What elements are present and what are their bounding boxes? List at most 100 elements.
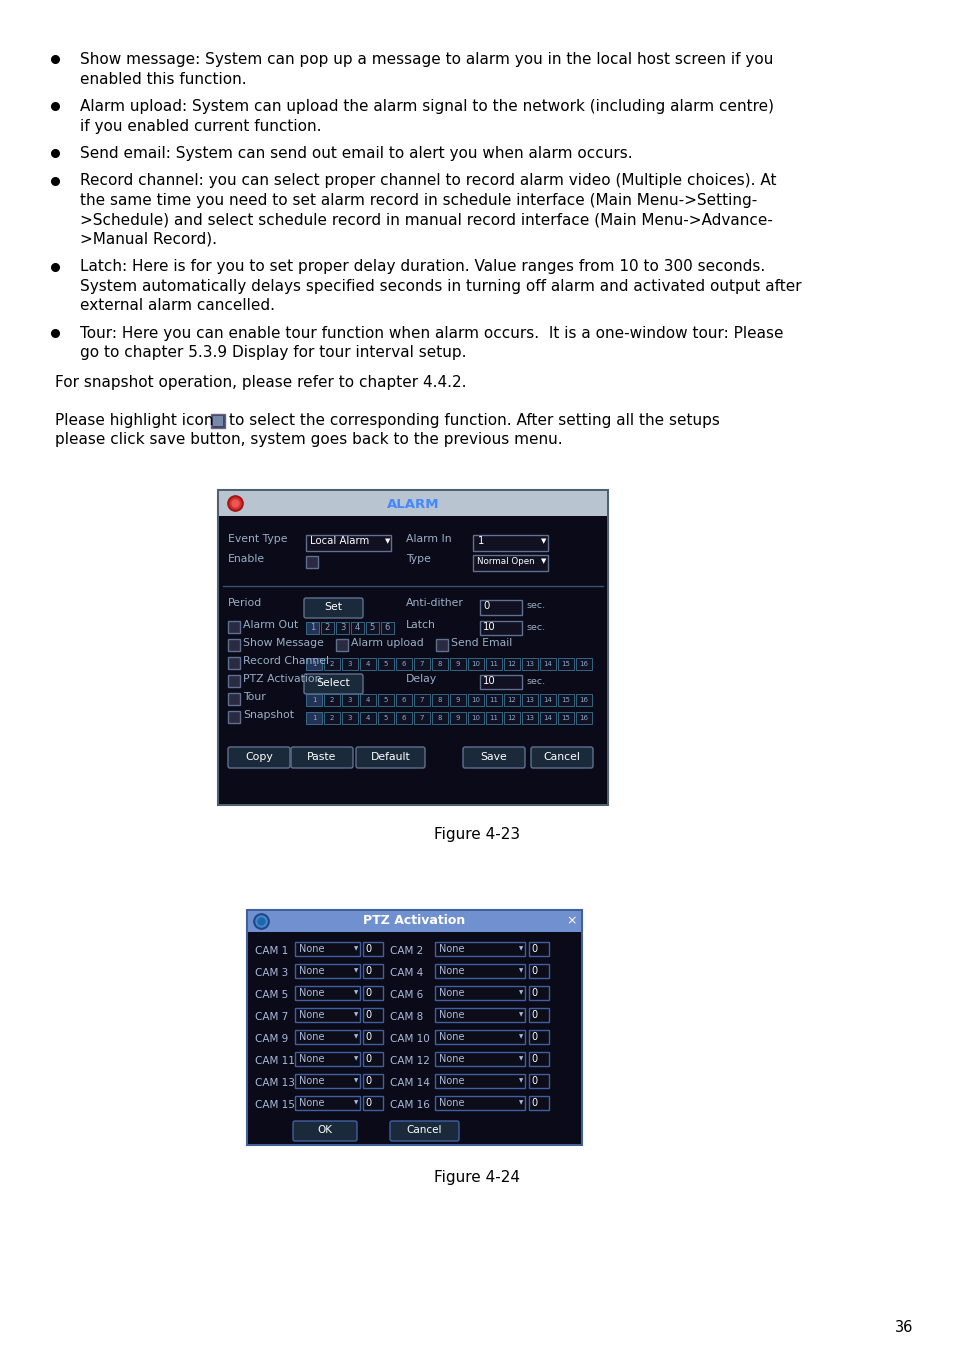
FancyBboxPatch shape — [363, 1008, 382, 1022]
Text: Select: Select — [315, 678, 350, 688]
FancyBboxPatch shape — [558, 694, 574, 706]
FancyBboxPatch shape — [436, 639, 448, 651]
Text: None: None — [298, 1076, 324, 1085]
FancyBboxPatch shape — [341, 657, 357, 670]
Text: 14: 14 — [543, 662, 552, 667]
Text: 10: 10 — [471, 697, 480, 703]
FancyBboxPatch shape — [363, 942, 382, 956]
Text: 8: 8 — [437, 662, 442, 667]
Text: 2: 2 — [330, 716, 334, 721]
Text: ×: × — [566, 914, 577, 927]
FancyBboxPatch shape — [558, 657, 574, 670]
Text: 0: 0 — [365, 1010, 371, 1021]
Text: Cancel: Cancel — [543, 752, 579, 761]
FancyBboxPatch shape — [247, 910, 581, 1145]
Text: Cancel: Cancel — [406, 1125, 441, 1135]
Text: Alarm upload: System can upload the alarm signal to the network (including alarm: Alarm upload: System can upload the alar… — [80, 99, 773, 113]
Text: enabled this function.: enabled this function. — [80, 72, 247, 86]
FancyBboxPatch shape — [529, 1096, 548, 1110]
Text: ALARM: ALARM — [386, 498, 438, 510]
FancyBboxPatch shape — [479, 675, 521, 688]
Text: 13: 13 — [525, 662, 534, 667]
Text: None: None — [438, 944, 464, 954]
FancyBboxPatch shape — [521, 694, 537, 706]
Text: Show Message: Show Message — [243, 639, 323, 648]
Text: 10: 10 — [471, 662, 480, 667]
FancyBboxPatch shape — [414, 694, 430, 706]
FancyBboxPatch shape — [521, 657, 537, 670]
FancyBboxPatch shape — [213, 416, 223, 425]
FancyBboxPatch shape — [359, 657, 375, 670]
FancyBboxPatch shape — [435, 1052, 524, 1066]
Text: 15: 15 — [561, 716, 570, 721]
Text: 5: 5 — [370, 624, 375, 633]
Text: >Manual Record).: >Manual Record). — [80, 232, 216, 247]
FancyBboxPatch shape — [485, 711, 501, 724]
Text: 3: 3 — [348, 716, 352, 721]
Text: 4: 4 — [365, 697, 370, 703]
Text: 16: 16 — [578, 716, 588, 721]
FancyBboxPatch shape — [395, 711, 412, 724]
Text: Latch: Here is for you to set proper delay duration. Value ranges from 10 to 300: Latch: Here is for you to set proper del… — [80, 259, 764, 274]
Text: ▼: ▼ — [354, 1034, 358, 1040]
FancyBboxPatch shape — [363, 1030, 382, 1044]
FancyBboxPatch shape — [228, 621, 240, 633]
Text: None: None — [298, 988, 324, 998]
Text: 7: 7 — [419, 697, 424, 703]
FancyBboxPatch shape — [228, 675, 240, 687]
Text: 8: 8 — [437, 716, 442, 721]
Text: 6: 6 — [384, 624, 390, 633]
Text: ▼: ▼ — [518, 991, 522, 995]
Text: CAM 15: CAM 15 — [254, 1100, 294, 1110]
FancyBboxPatch shape — [529, 964, 548, 977]
Text: sec.: sec. — [525, 676, 544, 686]
Text: 9: 9 — [456, 697, 459, 703]
FancyBboxPatch shape — [304, 598, 363, 618]
Text: please click save button, system goes back to the previous menu.: please click save button, system goes ba… — [55, 432, 562, 447]
Text: 12: 12 — [507, 697, 516, 703]
Text: 0: 0 — [482, 601, 489, 612]
Text: 7: 7 — [419, 716, 424, 721]
FancyBboxPatch shape — [293, 1120, 356, 1141]
FancyBboxPatch shape — [414, 711, 430, 724]
Text: external alarm cancelled.: external alarm cancelled. — [80, 298, 274, 313]
Text: 1: 1 — [312, 716, 315, 721]
FancyBboxPatch shape — [294, 1075, 359, 1088]
Text: PTZ Activation: PTZ Activation — [363, 914, 465, 927]
FancyBboxPatch shape — [324, 694, 339, 706]
Text: 0: 0 — [531, 1076, 537, 1085]
Text: 0: 0 — [365, 1031, 371, 1042]
Text: Save: Save — [480, 752, 507, 761]
Text: 8: 8 — [437, 697, 442, 703]
Text: None: None — [438, 967, 464, 976]
Text: go to chapter 5.3.9 Display for tour interval setup.: go to chapter 5.3.9 Display for tour int… — [80, 346, 466, 360]
FancyBboxPatch shape — [306, 622, 318, 634]
Text: Show message: System can pop up a message to alarm you in the local host screen : Show message: System can pop up a messag… — [80, 53, 773, 68]
FancyBboxPatch shape — [294, 1030, 359, 1044]
Text: CAM 12: CAM 12 — [390, 1056, 430, 1066]
Text: 4: 4 — [365, 662, 370, 667]
FancyBboxPatch shape — [435, 942, 524, 956]
Text: ▼: ▼ — [354, 946, 358, 952]
FancyBboxPatch shape — [529, 942, 548, 956]
Text: 0: 0 — [531, 1098, 537, 1108]
Text: 0: 0 — [531, 1054, 537, 1064]
Text: >Schedule) and select schedule record in manual record interface (Main Menu->Adv: >Schedule) and select schedule record in… — [80, 212, 772, 228]
FancyBboxPatch shape — [228, 657, 240, 670]
Text: ▼: ▼ — [518, 1079, 522, 1084]
Text: OK: OK — [317, 1125, 333, 1135]
Text: Send email: System can send out email to alert you when alarm occurs.: Send email: System can send out email to… — [80, 146, 632, 161]
Text: CAM 4: CAM 4 — [390, 968, 423, 977]
FancyBboxPatch shape — [363, 1052, 382, 1066]
Text: 3: 3 — [348, 662, 352, 667]
Text: Record Channel: Record Channel — [243, 656, 329, 666]
FancyBboxPatch shape — [539, 657, 556, 670]
FancyBboxPatch shape — [228, 711, 240, 724]
FancyBboxPatch shape — [294, 1008, 359, 1022]
FancyBboxPatch shape — [294, 942, 359, 956]
FancyBboxPatch shape — [228, 693, 240, 705]
Text: 0: 0 — [365, 1076, 371, 1085]
Text: 10: 10 — [482, 676, 496, 686]
FancyBboxPatch shape — [294, 964, 359, 977]
Text: Alarm Out: Alarm Out — [243, 620, 298, 630]
